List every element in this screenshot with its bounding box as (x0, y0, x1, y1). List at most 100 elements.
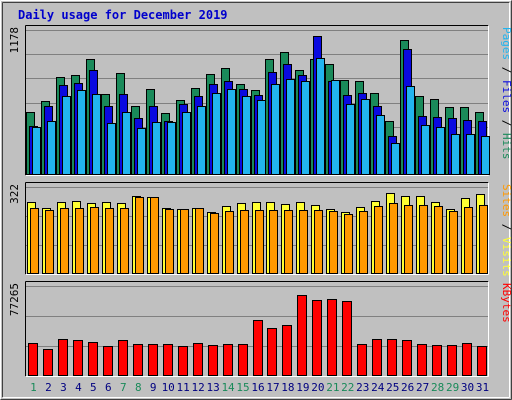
bar-kbytes-day-28 (432, 345, 442, 376)
x-label-day-14: 14 (221, 381, 235, 394)
bar-kbytes-day-10 (163, 344, 173, 376)
bar-pages-day-8 (137, 128, 146, 175)
bar-kbytes-day-2 (43, 349, 53, 376)
bar-pages-day-25 (391, 143, 400, 175)
bar-sites-day-19 (299, 210, 308, 274)
x-label-day-1: 1 (30, 381, 37, 394)
bar-kbytes-day-15 (238, 344, 248, 376)
x-label-day-29: 29 (446, 381, 459, 394)
bar-sites-day-28 (434, 206, 443, 274)
bar-kbytes-day-25 (387, 339, 397, 376)
x-label-day-21: 21 (326, 381, 339, 394)
bar-kbytes-day-18 (282, 325, 292, 376)
bar-pages-day-19 (301, 81, 310, 175)
bar-pages-day-14 (227, 89, 236, 175)
bar-sites-day-25 (389, 203, 398, 274)
bar-pages-day-10 (167, 122, 176, 175)
bar-sites-day-24 (374, 206, 383, 274)
bar-pages-day-11 (182, 112, 191, 175)
bar-pages-day-13 (212, 93, 221, 175)
x-axis-labels: 1 2 3 4 5 6 7 8 9 10 11 12 13 14 15 16 17 18 19 20 21 22 23 24 2… (30, 381, 489, 394)
bar-sites-day-13 (210, 213, 219, 274)
x-label-day-4: 4 (75, 381, 82, 394)
bar-pages-day-17 (271, 84, 280, 175)
x-label-day-7: 7 (120, 381, 127, 394)
bar-sites-day-5 (90, 207, 99, 274)
legend-entry: Hits (500, 133, 512, 160)
bar-kbytes-day-11 (178, 346, 188, 376)
bar-sites-day-16 (255, 210, 264, 274)
x-label-day-5: 5 (90, 381, 97, 394)
bar-sites-day-10 (165, 209, 174, 274)
bar-sites-day-31 (479, 205, 488, 274)
panel-hits-files-pages: 1178 Pages / Files / Hits (8, 25, 512, 176)
bar-pages-day-5 (92, 94, 101, 175)
bar-kbytes-day-22 (342, 301, 352, 376)
bar-sites-day-8 (135, 197, 144, 274)
bar-pages-day-16 (257, 100, 266, 175)
legend-entry: Files (500, 80, 512, 113)
chart-title: Daily usage for December 2019 (18, 8, 228, 22)
bar-kbytes-day-12 (193, 343, 203, 376)
bar-kbytes-day-26 (402, 340, 412, 376)
y-max-label: 77265 (8, 283, 21, 316)
bar-pages-day-6 (107, 123, 116, 175)
x-label-day-9: 9 (150, 381, 157, 394)
x-label-day-17: 17 (266, 381, 279, 394)
legend-kbytes: KBytes (500, 283, 512, 323)
x-label-day-28: 28 (431, 381, 444, 394)
bar-pages-day-4 (77, 90, 86, 175)
x-label-day-12: 12 (192, 381, 205, 394)
bar-kbytes-day-4 (73, 340, 83, 376)
bar-sites-day-7 (120, 208, 129, 274)
x-label-day-10: 10 (162, 381, 175, 394)
bar-pages-day-27 (421, 125, 430, 175)
series-pages (32, 58, 490, 175)
bar-sites-day-22 (344, 214, 353, 274)
bar-sites-day-14 (225, 211, 234, 274)
bar-kbytes-day-1 (28, 343, 38, 376)
bar-sites-day-29 (449, 211, 458, 274)
legend-entry: KBytes (500, 283, 512, 323)
bar-sites-day-11 (180, 209, 189, 274)
bar-pages-day-28 (436, 127, 445, 175)
bar-sites-day-9 (150, 197, 159, 274)
bar-pages-day-21 (331, 80, 340, 175)
x-label-day-27: 27 (416, 381, 429, 394)
series-kbytes (28, 295, 487, 376)
bar-kbytes-day-7 (118, 340, 128, 376)
bar-kbytes-day-9 (148, 344, 158, 376)
bar-sites-day-12 (195, 208, 204, 274)
legend-entry: Sites (500, 184, 512, 217)
bar-sites-day-4 (75, 208, 84, 274)
bar-kbytes-day-27 (417, 344, 427, 376)
bar-sites-day-18 (284, 210, 293, 274)
bar-sites-day-21 (329, 211, 338, 274)
bar-pages-day-20 (316, 58, 325, 175)
legend-entry: Visits (500, 237, 512, 277)
bar-pages-day-18 (286, 79, 295, 175)
bar-kbytes-day-17 (267, 328, 277, 376)
panel-visits-sites: 322 Sites / Visits (8, 182, 512, 277)
y-max-label: 1178 (8, 27, 21, 54)
bar-pages-day-30 (466, 134, 475, 175)
bar-pages-day-9 (152, 122, 161, 175)
bar-kbytes-day-20 (312, 300, 322, 376)
bar-kbytes-day-13 (208, 345, 218, 376)
bar-sites-day-15 (240, 210, 249, 274)
panel-kbytes: 77265 KBytes (8, 281, 512, 377)
bar-sites-day-1 (30, 208, 39, 274)
x-label-day-8: 8 (135, 381, 142, 394)
bar-sites-day-3 (60, 208, 69, 274)
legend-entry: / (500, 113, 512, 133)
bar-kbytes-day-8 (133, 344, 143, 376)
bar-kbytes-day-3 (58, 339, 68, 376)
bar-kbytes-day-5 (88, 342, 98, 376)
x-label-day-11: 11 (177, 381, 190, 394)
x-label-day-25: 25 (386, 381, 399, 394)
bar-sites-day-26 (404, 205, 413, 274)
bar-kbytes-day-21 (327, 299, 337, 376)
bar-pages-day-24 (376, 115, 385, 175)
x-label-day-23: 23 (356, 381, 369, 394)
